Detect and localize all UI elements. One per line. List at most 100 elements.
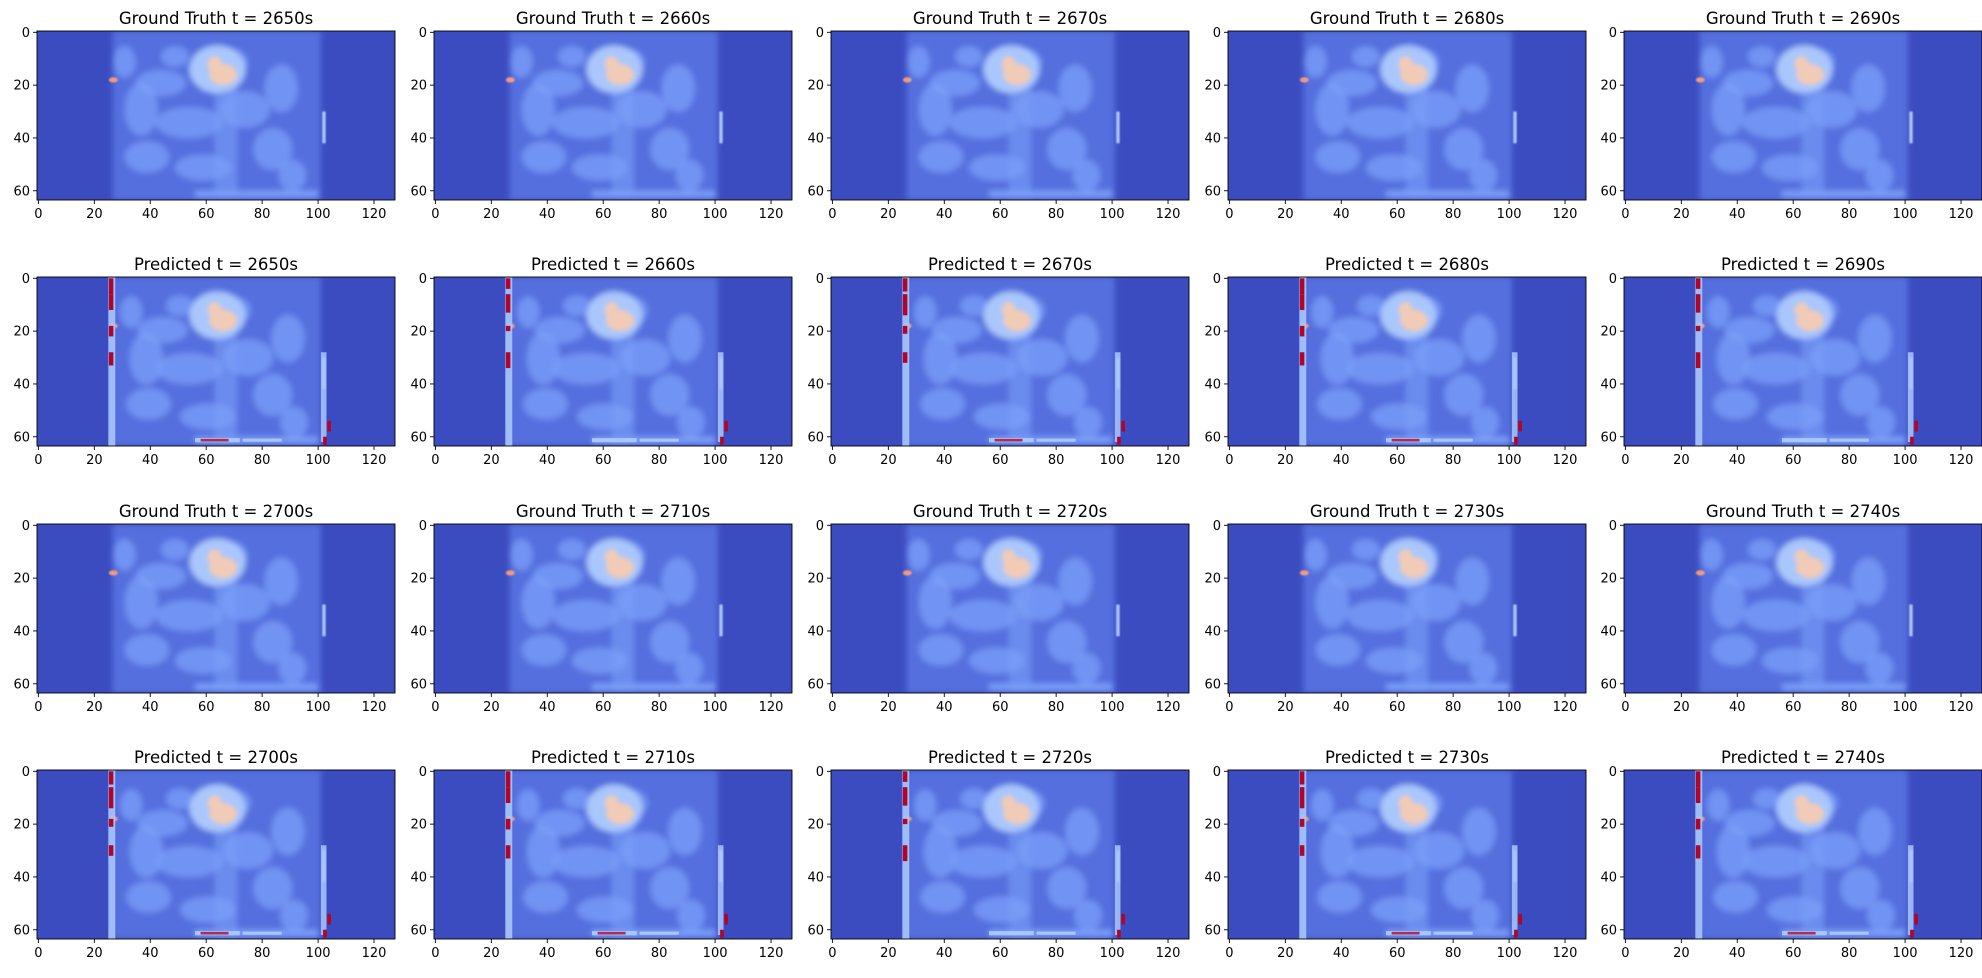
flow-structure [1047, 866, 1087, 910]
flow-structure [1386, 190, 1510, 198]
flow-structure [1346, 599, 1414, 632]
plume-core [1794, 302, 1809, 318]
prediction-artifact [1910, 929, 1914, 938]
x-tick-label: 0 [828, 946, 836, 961]
x-tick-label: 80 [651, 946, 668, 961]
wall-streak [1909, 111, 1913, 144]
flow-structure [918, 576, 953, 629]
flow-structure [611, 818, 634, 938]
y-tick-label: 20 [1204, 79, 1221, 94]
subplot: 0 20 40 60 80 100 120 0 20 40 60 Ground Truth t = 2… [13, 502, 396, 715]
flow-structure [1047, 127, 1087, 171]
x-tick-label: 40 [142, 946, 159, 961]
flow-structure [278, 652, 307, 685]
flow-structure [1858, 314, 1892, 363]
x-tick-label: 40 [1729, 453, 1746, 468]
x-tick-label: 120 [759, 946, 784, 961]
flow-structure [1317, 881, 1362, 913]
axes-frame [433, 30, 793, 201]
flow-structure [1851, 64, 1885, 113]
x-tick-label: 40 [1333, 207, 1350, 222]
axes-frame [1623, 523, 1982, 694]
x-tick-label: 60 [595, 453, 612, 468]
x-tick-label: 100 [1497, 453, 1522, 468]
prediction-artifact [1299, 352, 1305, 366]
prediction-artifact [1117, 929, 1121, 938]
x-tick-label: 120 [362, 453, 387, 468]
plume-core [1001, 56, 1016, 72]
x-tick-label: 120 [362, 207, 387, 222]
y-tick-label: 20 [1600, 572, 1617, 587]
flow-structure [280, 899, 309, 932]
subplot: 0 20 40 60 80 100 120 0 20 40 60 Predicted t = 2730… [1204, 748, 1587, 961]
x-tick-label: 120 [1949, 946, 1974, 961]
x-tick-label: 20 [880, 453, 897, 468]
flow-structure [1711, 576, 1746, 629]
x-tick-label: 60 [1389, 700, 1406, 715]
x-tick-label: 120 [759, 453, 784, 468]
plume-core [207, 549, 222, 565]
prediction-artifact [1299, 294, 1305, 311]
x-tick-label: 60 [1785, 453, 1802, 468]
x-tick-label: 80 [651, 453, 668, 468]
subplot-title: Ground Truth t = 2730s [1310, 502, 1504, 521]
subplot: 0 20 40 60 80 100 120 0 20 40 60 Predicted t = 2720… [807, 748, 1190, 961]
plume-core [1398, 302, 1413, 318]
subplot: 0 20 40 60 80 100 120 0 20 40 60 Ground Truth t = 2… [1204, 502, 1587, 715]
flow-structure [126, 388, 171, 420]
prediction-artifact [1299, 278, 1305, 295]
plume-core [207, 795, 222, 811]
x-tick-label: 100 [1497, 946, 1522, 961]
flow-structure [1865, 652, 1894, 685]
flow-structure [526, 332, 561, 386]
prediction-artifact [1299, 818, 1305, 827]
prediction-artifact [200, 438, 229, 442]
flow-structure [557, 46, 586, 68]
x-tick-label: 80 [1841, 453, 1858, 468]
flow-structure [1801, 79, 1824, 199]
flow-structure [1065, 807, 1099, 856]
flow-structure [124, 141, 170, 173]
flow-structure [129, 332, 164, 386]
y-tick-label: 60 [13, 923, 30, 938]
flow-structure [1742, 845, 1810, 878]
flow-structure [1386, 683, 1510, 691]
x-tick-label: 80 [1048, 946, 1065, 961]
x-tick-label: 60 [992, 453, 1009, 468]
x-tick-label: 80 [1048, 700, 1065, 715]
y-tick-label: 20 [13, 325, 30, 340]
subplot: 0 20 40 60 80 100 120 0 20 40 60 Predicted t = 2660… [410, 255, 793, 468]
flow-structure [1405, 818, 1428, 938]
prediction-artifact [1695, 818, 1701, 830]
flow-structure [1782, 190, 1906, 198]
prediction-artifact [1117, 436, 1121, 445]
flow-structure [120, 789, 143, 821]
y-tick-label: 20 [807, 572, 824, 587]
subplot-title: Predicted t = 2700s [134, 748, 298, 767]
x-tick-label: 80 [254, 207, 271, 222]
x-tick-label: 20 [880, 946, 897, 961]
x-tick-label: 100 [1100, 946, 1125, 961]
hot-spot [1299, 570, 1309, 576]
x-tick-label: 20 [483, 453, 500, 468]
y-tick-label: 60 [13, 430, 30, 445]
prediction-artifact [1695, 771, 1701, 788]
x-tick-label: 60 [198, 207, 215, 222]
prediction-artifact [902, 294, 908, 316]
flow-structure [923, 825, 958, 879]
flow-structure [1304, 539, 1327, 571]
flow-structure [1713, 881, 1758, 913]
x-tick-label: 100 [703, 946, 728, 961]
y-tick-label: 0 [1213, 519, 1221, 534]
x-tick-label: 100 [306, 946, 331, 961]
prediction-artifact [505, 787, 511, 804]
axes-frame [1227, 30, 1587, 201]
wall-artifact [1907, 845, 1914, 936]
x-tick-label: 80 [1841, 207, 1858, 222]
flow-structure [155, 845, 223, 878]
x-tick-label: 120 [362, 946, 387, 961]
x-tick-label: 20 [86, 946, 103, 961]
flow-structure [1320, 825, 1355, 879]
y-tick-label: 20 [807, 818, 824, 833]
x-tick-label: 100 [703, 453, 728, 468]
